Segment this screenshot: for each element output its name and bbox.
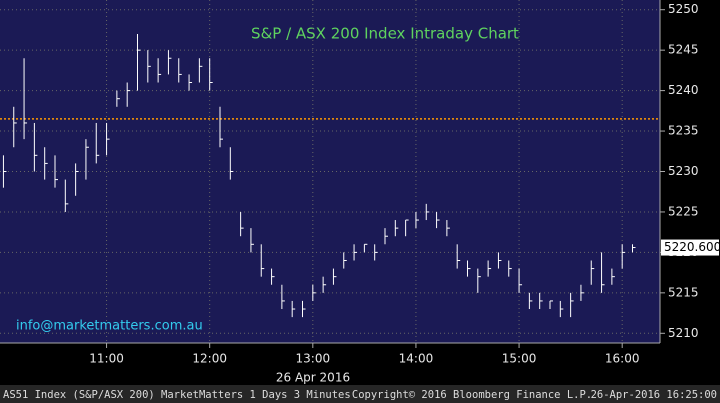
x-tick-label: 15:00	[502, 352, 537, 366]
y-tick-label: 5245	[668, 43, 699, 57]
x-tick-label: 16:00	[605, 352, 640, 366]
last-value-box	[661, 239, 719, 256]
x-tick-label: 12:00	[192, 352, 227, 366]
footer-left: AS51 Index (S&P/ASX 200) MarketMatters 1…	[3, 389, 351, 401]
footer-bar	[0, 385, 720, 403]
y-tick-label: 5215	[668, 285, 699, 299]
footer-center: Copyright© 2016 Bloomberg Finance L.P.	[352, 389, 592, 401]
y-tick-label: 5240	[668, 83, 699, 97]
x-tick-label: 11:00	[89, 352, 124, 366]
y-tick-label: 5230	[668, 164, 699, 178]
annotation: info@marketmatters.com.au	[16, 319, 203, 334]
y-tick-label: 5225	[668, 204, 699, 218]
footer-right: 26-Apr-2016 16:25:00	[591, 389, 717, 401]
last-value-label: 5220.600	[664, 240, 720, 254]
x-tick-label: 14:00	[399, 352, 434, 366]
y-tick-label: 5235	[668, 124, 699, 138]
chart-title: S&P / ASX 200 Index Intraday Chart	[251, 25, 519, 43]
x-tick-label: 13:00	[296, 352, 331, 366]
plot-background	[0, 0, 660, 343]
y-tick-label: 5210	[668, 326, 699, 340]
x-axis-label: 26 Apr 2016	[276, 371, 350, 385]
y-tick-label: 5250	[668, 2, 699, 16]
